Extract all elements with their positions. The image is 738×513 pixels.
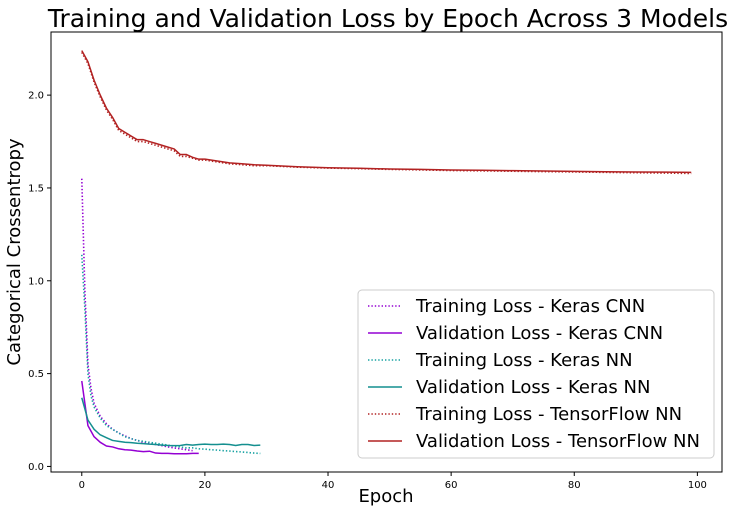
series-line-4 <box>81 397 261 447</box>
x-tick-label: 40 <box>322 480 335 491</box>
x-tick-label: 60 <box>445 480 458 491</box>
legend-label-2: Validation Loss - Keras CNN <box>416 323 663 344</box>
legend: Training Loss - Keras CNN Validation Loss… <box>357 289 715 459</box>
legend-frame <box>357 289 715 459</box>
legend-label-6: Validation Loss - TensorFlow NN <box>416 431 700 452</box>
chart-title: Training and Validation Loss by Epoch Ac… <box>47 4 728 33</box>
ticks-layer: 0 20 40 60 80 100 0.0 0.5 1.0 1.5 2.0 <box>28 91 707 491</box>
x-tick-label: 80 <box>568 480 581 491</box>
x-axis-label: Epoch <box>358 486 413 507</box>
legend-label-3: Training Loss - Keras NN <box>415 350 633 371</box>
legend-label-5: Training Loss - TensorFlow NN <box>415 404 682 425</box>
series-line-2 <box>81 380 199 455</box>
x-tick-label: 20 <box>199 480 212 491</box>
y-tick-label: 1.0 <box>28 276 44 287</box>
series-layer <box>80 50 692 455</box>
y-tick-label: 2.0 <box>28 91 44 102</box>
series-line-5 <box>81 52 692 175</box>
series-line-6 <box>81 50 692 174</box>
y-axis-label: Categorical Crossentropy <box>4 138 25 366</box>
legend-label-1: Training Loss - Keras CNN <box>415 296 645 317</box>
y-tick-label: 0.0 <box>28 462 44 473</box>
series-line-1 <box>80 178 193 452</box>
x-tick-label: 100 <box>688 480 707 491</box>
series-line-3 <box>80 254 261 455</box>
legend-label-4: Validation Loss - Keras NN <box>416 377 650 398</box>
y-tick-label: 0.5 <box>28 369 44 380</box>
y-tick-label: 1.5 <box>28 183 44 194</box>
plot-frame <box>50 31 723 473</box>
plot-area <box>50 31 723 473</box>
x-tick-label: 0 <box>79 480 85 491</box>
